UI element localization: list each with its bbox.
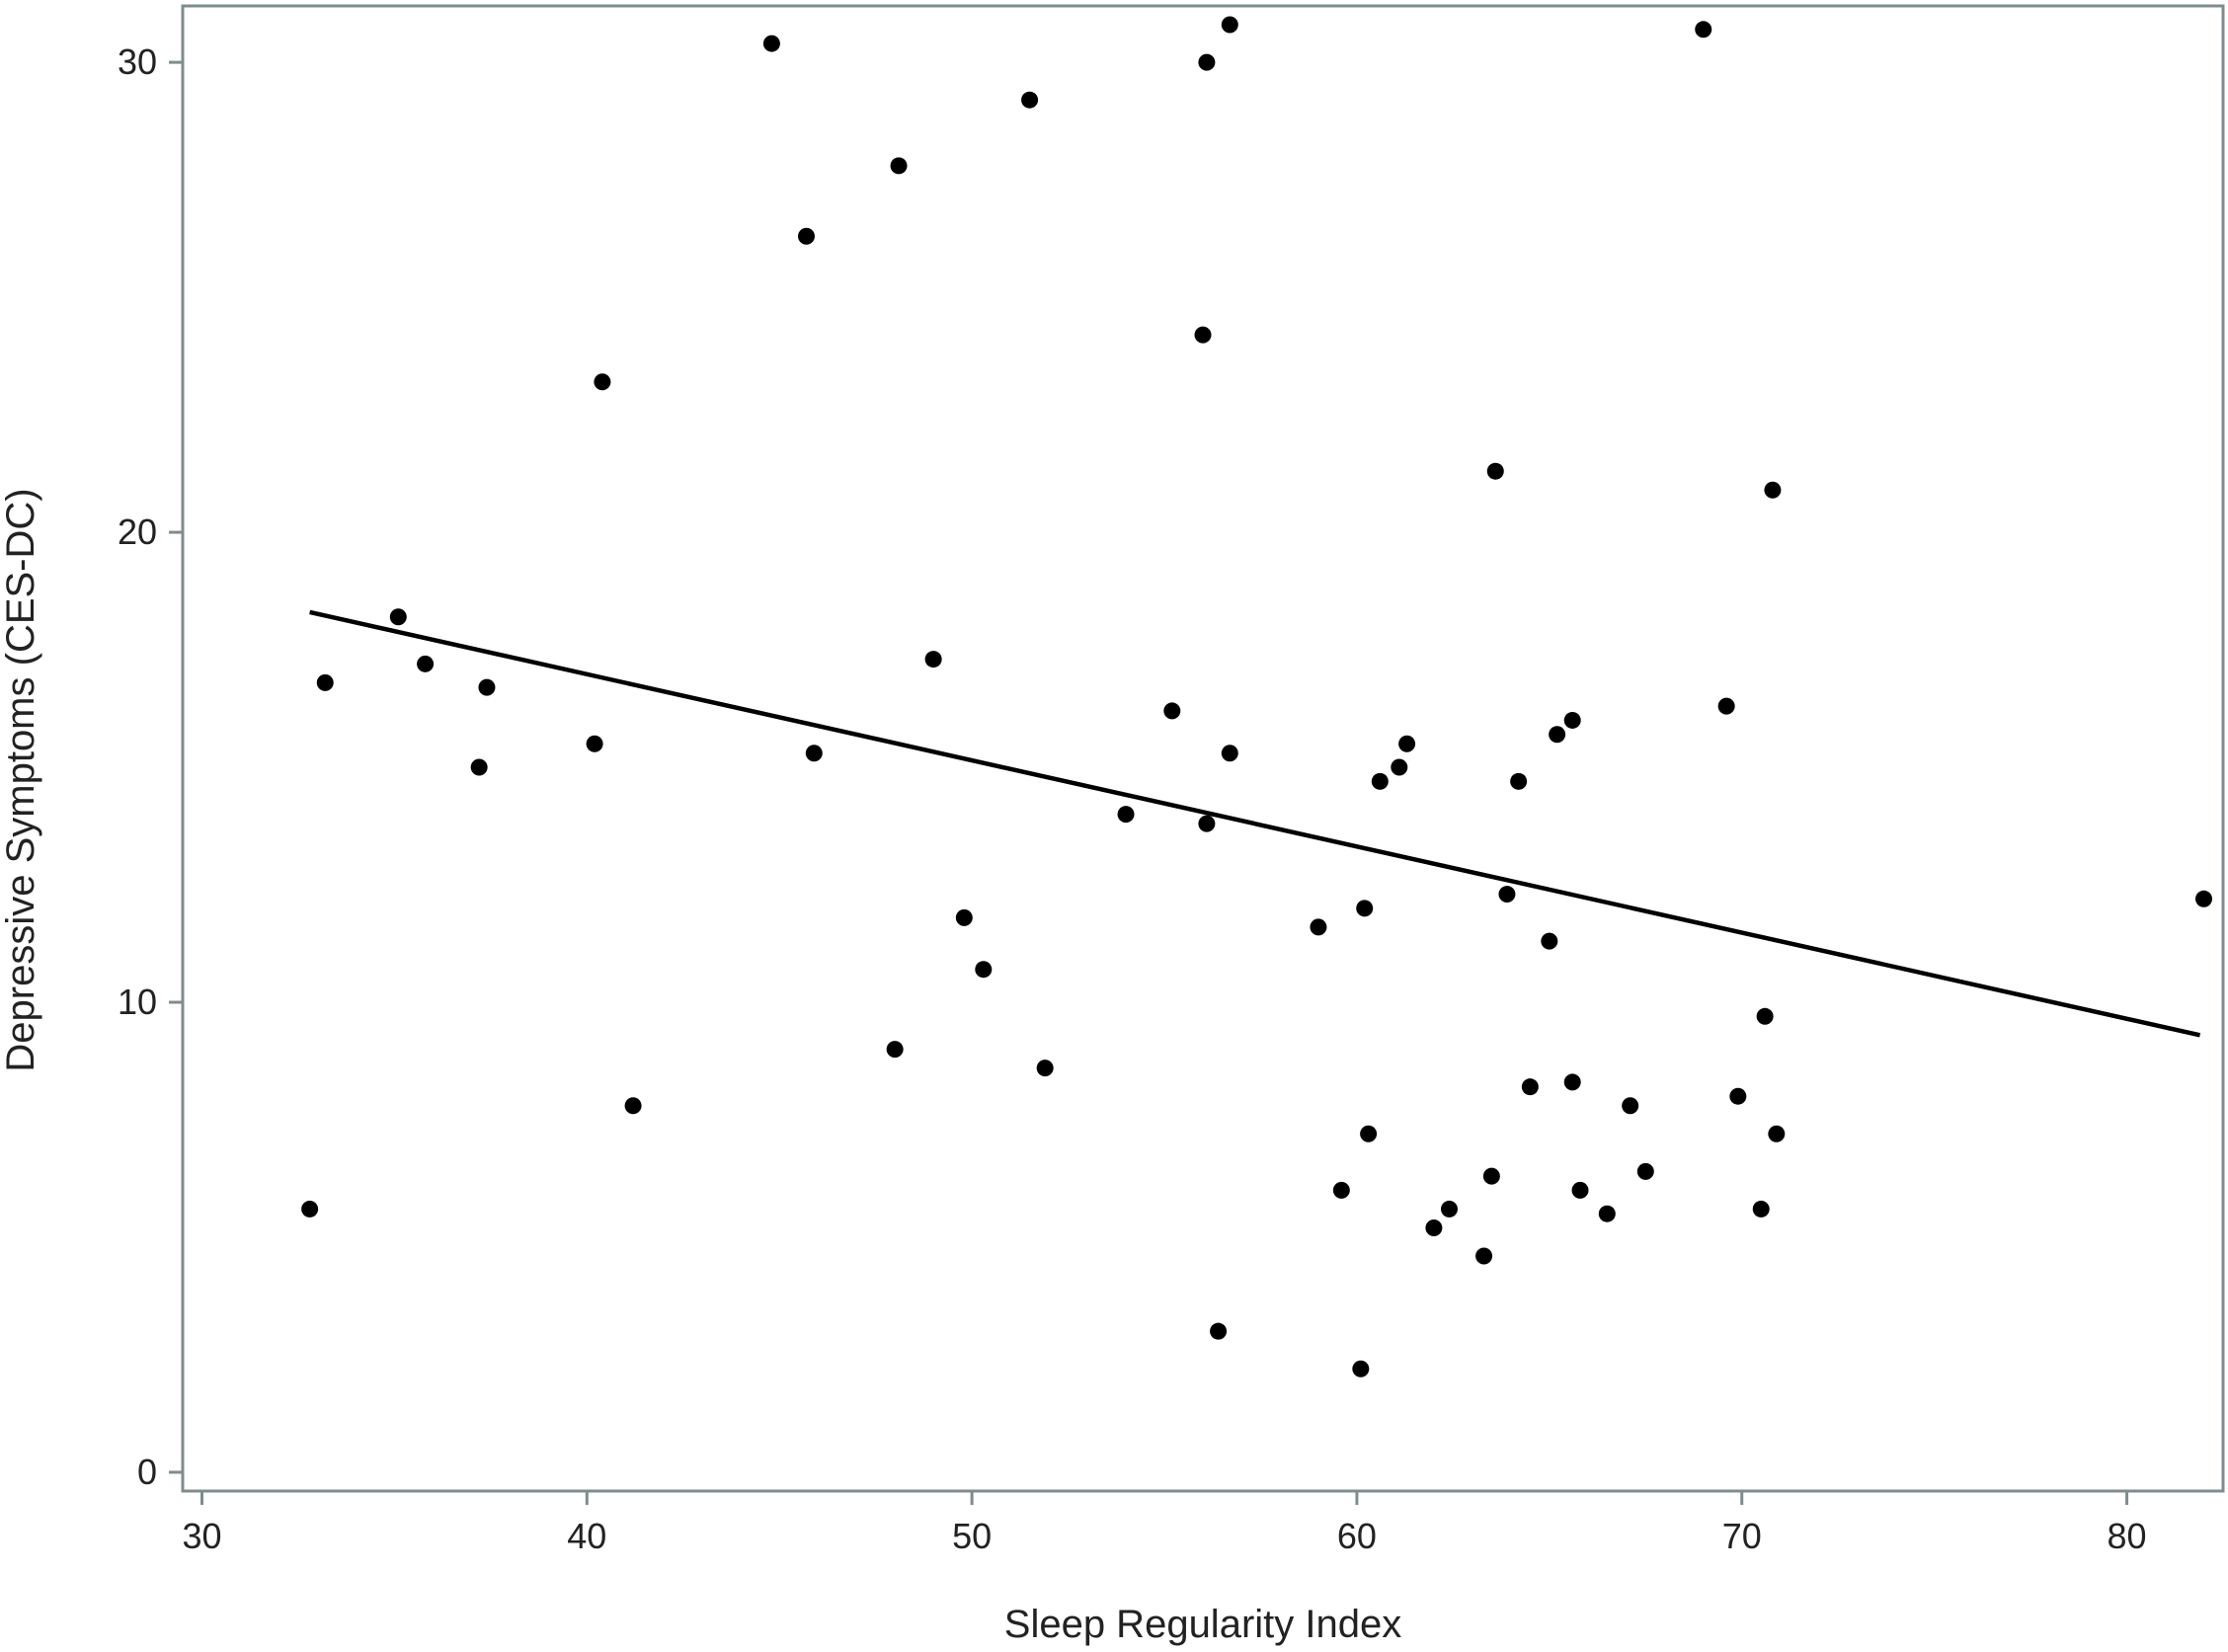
x-tick-label: 40	[567, 1516, 606, 1556]
data-point	[1360, 1125, 1378, 1142]
y-tick-label: 10	[118, 982, 157, 1022]
x-axis: 30 40 50 60 70 80	[182, 1491, 2147, 1556]
x-tick-label: 80	[2108, 1516, 2147, 1556]
data-point	[797, 227, 815, 245]
x-tick-label: 30	[182, 1516, 221, 1556]
data-point	[1752, 1200, 1770, 1218]
data-point	[1332, 1181, 1350, 1199]
data-point	[1198, 53, 1216, 71]
data-point	[1764, 481, 1782, 499]
data-point	[1521, 1078, 1539, 1096]
data-point	[1198, 815, 1216, 832]
data-point	[1482, 1167, 1500, 1185]
y-tick-label: 30	[118, 41, 157, 82]
x-axis-title: Sleep Regularity Index	[1004, 1603, 1401, 1646]
data-point	[389, 608, 407, 626]
data-point	[1117, 806, 1135, 824]
data-point	[1598, 1205, 1616, 1222]
data-point	[1636, 1162, 1654, 1180]
x-tick-label: 60	[1337, 1516, 1377, 1556]
data-point	[1549, 726, 1566, 744]
data-point	[1571, 1181, 1589, 1199]
data-point	[890, 157, 908, 175]
data-point	[1622, 1097, 1639, 1115]
data-point	[955, 908, 973, 926]
data-point	[1391, 758, 1408, 776]
data-point	[1486, 462, 1504, 480]
data-point	[1221, 745, 1238, 762]
data-point	[1310, 918, 1327, 936]
regression-line-layer	[309, 609, 2201, 1038]
data-point	[301, 1200, 319, 1218]
data-points	[301, 16, 2213, 1377]
data-point	[1475, 1247, 1493, 1265]
data-point	[1425, 1219, 1443, 1236]
plot-frame	[181, 4, 2225, 1493]
data-point	[470, 758, 488, 776]
data-point	[1210, 1322, 1228, 1340]
data-point	[1563, 1073, 1581, 1091]
data-point	[1371, 772, 1389, 790]
data-point	[1498, 886, 1516, 904]
data-point	[478, 678, 496, 696]
data-point	[924, 651, 942, 669]
y-tick-label: 20	[118, 511, 157, 552]
data-point	[1163, 702, 1181, 720]
x-tick-label: 70	[1722, 1516, 1762, 1556]
data-point	[1768, 1125, 1786, 1142]
data-point	[1695, 21, 1712, 39]
data-point	[2195, 890, 2213, 907]
data-point	[1440, 1200, 1458, 1218]
data-point	[1398, 735, 1416, 752]
x-tick-label: 50	[952, 1516, 992, 1556]
data-point	[1352, 1360, 1370, 1377]
regression-line	[309, 609, 2201, 1038]
data-point	[1356, 900, 1374, 917]
data-point	[1036, 1060, 1054, 1077]
data-point	[316, 673, 334, 691]
data-point	[762, 35, 780, 52]
data-point	[805, 745, 823, 762]
data-point	[1729, 1087, 1747, 1105]
data-point	[417, 655, 435, 672]
data-point	[1541, 932, 1558, 950]
y-axis: 0 10 20 30	[118, 41, 183, 1492]
data-point	[624, 1097, 642, 1115]
data-point	[1021, 91, 1039, 109]
data-point	[886, 1041, 904, 1059]
data-point	[1717, 697, 1735, 715]
data-point	[1510, 772, 1528, 790]
data-point	[1563, 711, 1581, 729]
data-point	[975, 961, 993, 979]
y-tick-label: 0	[137, 1452, 157, 1492]
data-point	[1756, 1007, 1774, 1025]
data-point	[1221, 16, 1238, 34]
data-point	[594, 373, 611, 391]
data-point	[586, 735, 603, 752]
data-point	[1194, 326, 1212, 344]
y-axis-title: Depressive Symptoms (CES-DC)	[0, 488, 42, 1071]
